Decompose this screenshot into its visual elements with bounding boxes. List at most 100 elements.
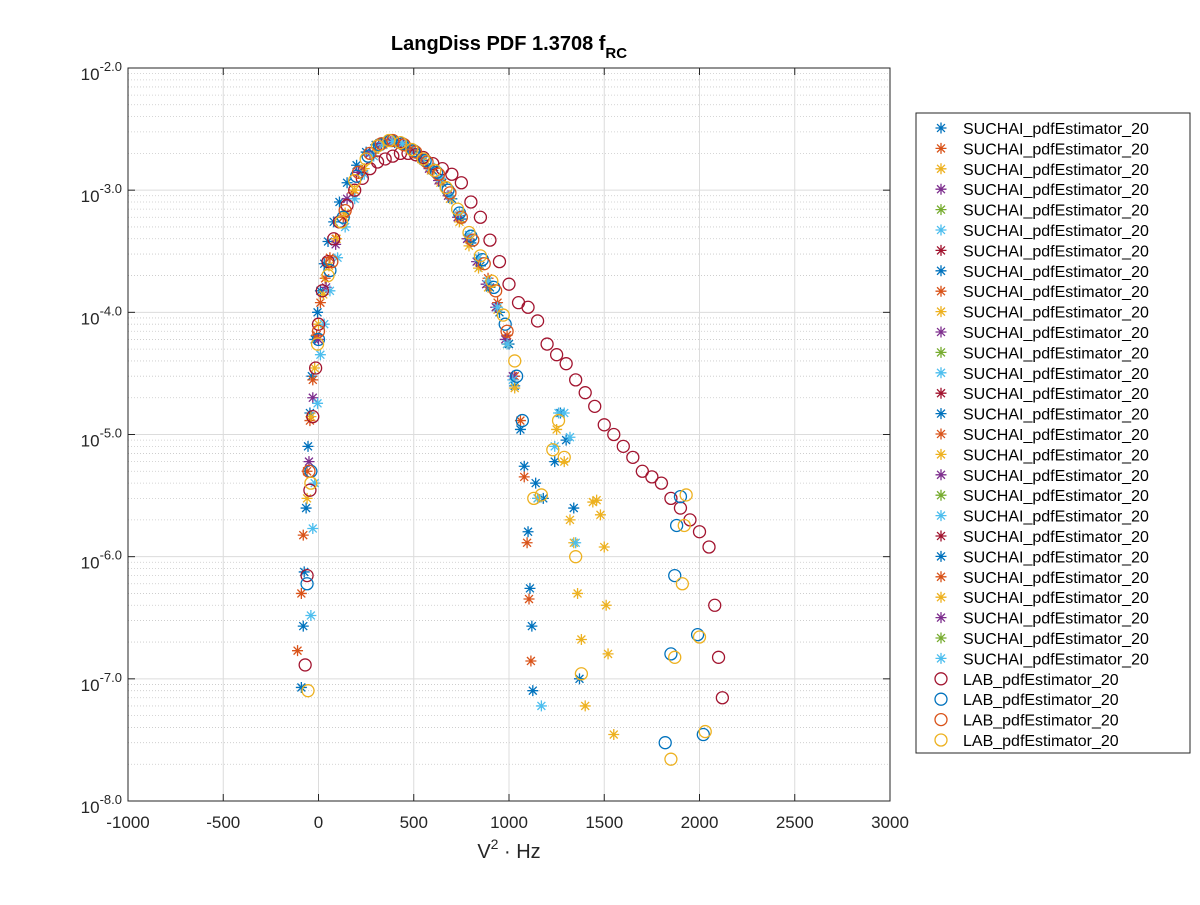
circle-data-point xyxy=(645,470,659,484)
circle-data-point xyxy=(588,399,602,413)
y-tick-labels: 10-2.010-3.010-4.010-5.010-6.010-7.010-8… xyxy=(81,59,122,817)
circle-data-point xyxy=(464,195,478,209)
circle-data-point xyxy=(303,483,317,497)
star-data-point xyxy=(521,537,533,549)
legend-entry: SUCHAI_pdfEstimator_20 xyxy=(935,366,1149,383)
circle-data-point xyxy=(429,165,444,179)
star-data-point xyxy=(331,233,343,245)
circle-data-point xyxy=(351,165,366,179)
circle-data-point xyxy=(496,308,510,322)
y-tick-label-base: 10 xyxy=(81,187,100,206)
circle-data-point xyxy=(669,518,684,533)
legend-star-marker xyxy=(935,612,947,624)
circle-data-point xyxy=(473,249,488,263)
y-tick-label-base: 10 xyxy=(81,65,100,84)
star-data-point xyxy=(307,392,319,404)
circle-data-point xyxy=(466,233,480,247)
series-7 xyxy=(302,133,514,478)
legend-entry: SUCHAI_pdfEstimator_20 xyxy=(935,590,1149,607)
circle-data-point xyxy=(321,254,335,269)
legend-label: SUCHAI_pdfEstimator_20 xyxy=(963,141,1149,158)
circle-data-point xyxy=(692,630,707,644)
star-data-point xyxy=(564,514,576,526)
circle-data-point xyxy=(310,337,325,351)
star-data-point xyxy=(579,700,591,712)
y-tick-label-exponent: -7.0 xyxy=(100,670,122,685)
star-data-point xyxy=(307,374,319,386)
star-data-point xyxy=(301,492,313,504)
legend-label: SUCHAI_pdfEstimator_20 xyxy=(963,468,1149,485)
legend-label: SUCHAI_pdfEstimator_20 xyxy=(963,427,1149,444)
star-data-point xyxy=(324,252,336,264)
x-tick-label: 1500 xyxy=(585,813,623,832)
legend-label: SUCHAI_pdfEstimator_20 xyxy=(963,121,1149,138)
star-data-point xyxy=(463,240,475,252)
star-data-point xyxy=(312,397,324,409)
legend: SUCHAI_pdfEstimator_20 SUCHAI_pdfEstimato… xyxy=(915,112,1191,754)
x-tick-label: 3000 xyxy=(871,813,909,832)
star-data-point xyxy=(341,177,353,189)
circle-data-point xyxy=(370,139,385,153)
legend-label: SUCHAI_pdfEstimator_20 xyxy=(963,529,1149,546)
circle-data-point xyxy=(557,450,571,465)
legend-star-marker xyxy=(935,469,947,481)
circle-data-point xyxy=(509,369,524,383)
star-data-point xyxy=(591,494,603,506)
circle-data-point xyxy=(454,176,469,190)
star-data-point xyxy=(306,370,318,382)
star-data-point xyxy=(570,537,582,549)
y-tick-label: 10-3.0 xyxy=(81,181,122,206)
star-data-point xyxy=(594,509,606,521)
legend-star-marker xyxy=(935,591,947,603)
circle-data-point xyxy=(298,658,312,672)
legend-label: SUCHAI_pdfEstimator_20 xyxy=(963,366,1149,383)
star-data-point xyxy=(300,502,312,514)
circle-data-point xyxy=(698,724,712,739)
star-data-point xyxy=(564,431,576,443)
legend-entry: SUCHAI_pdfEstimator_20 xyxy=(935,325,1149,342)
star-data-point xyxy=(298,566,310,578)
legend-star-marker xyxy=(935,265,947,277)
star-data-point xyxy=(297,529,309,541)
star-data-point xyxy=(473,262,485,274)
circle-data-point xyxy=(483,233,497,247)
star-data-point xyxy=(473,252,485,264)
y-tick-label: 10-6.0 xyxy=(81,548,122,573)
x-axis-label: V2 · Hz xyxy=(477,836,540,863)
star-data-point xyxy=(608,729,620,741)
y-tick-label-base: 10 xyxy=(81,676,100,695)
legend-entry: SUCHAI_pdfEstimator_20 xyxy=(935,631,1149,648)
legend-label: SUCHAI_pdfEstimator_20 xyxy=(963,284,1149,301)
x-tick-label: 2500 xyxy=(776,813,814,832)
circle-data-point xyxy=(445,167,459,181)
circle-data-point xyxy=(530,314,545,328)
star-data-point xyxy=(568,502,580,514)
star-data-point xyxy=(465,237,477,249)
star-data-point xyxy=(535,700,547,712)
star-data-point xyxy=(532,492,544,504)
x-tick-label: 500 xyxy=(400,813,428,832)
circle-data-point xyxy=(711,650,726,664)
y-tick-label-exponent: -3.0 xyxy=(100,181,122,196)
legend-entry: LAB_pdfEstimator_20 xyxy=(934,672,1119,689)
star-data-point xyxy=(492,301,504,313)
star-data-point xyxy=(309,477,321,489)
circle-data-point xyxy=(348,173,362,188)
circle-data-point xyxy=(311,332,326,347)
circle-data-point xyxy=(540,337,554,351)
legend-entry: SUCHAI_pdfEstimator_20 xyxy=(935,345,1149,362)
legend-entry: SUCHAI_pdfEstimator_20 xyxy=(935,182,1149,199)
legend-circle-marker xyxy=(934,712,948,727)
circle-data-point xyxy=(409,145,423,159)
chart-title-subscript: RC xyxy=(605,45,627,62)
star-data-point xyxy=(317,288,329,300)
circle-data-point xyxy=(515,413,529,428)
circle-data-point xyxy=(715,691,730,705)
x-axis-label-base: V xyxy=(477,841,491,863)
legend-label: SUCHAI_pdfEstimator_20 xyxy=(963,509,1149,526)
star-data-point xyxy=(295,681,307,693)
star-data-point xyxy=(572,587,584,599)
circle-data-point xyxy=(361,149,375,163)
circle-data-point xyxy=(508,354,522,368)
